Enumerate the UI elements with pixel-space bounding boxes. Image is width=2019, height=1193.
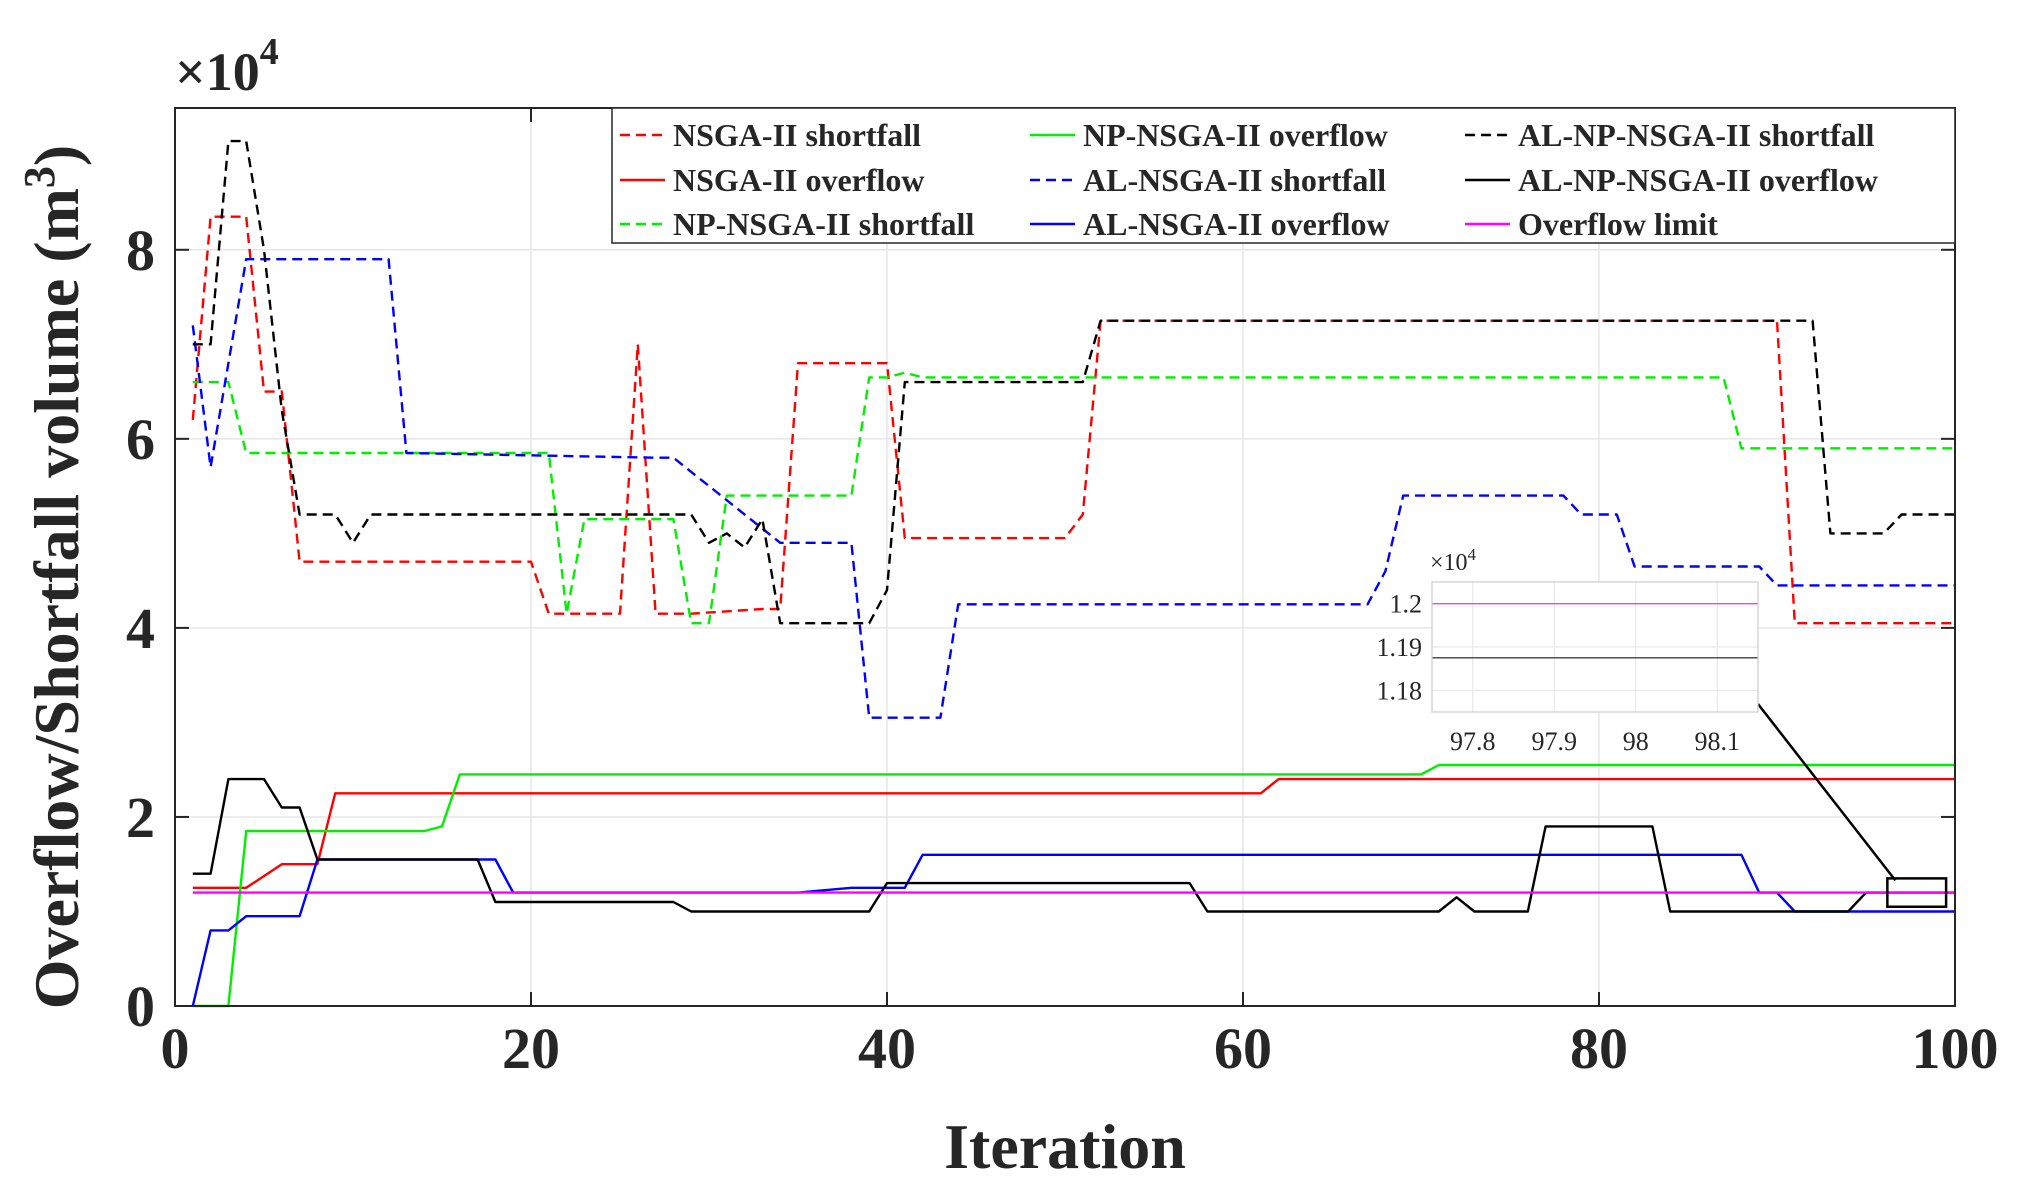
- legend-label-4: AL-NSGA-II shortfall: [1083, 162, 1386, 198]
- inset-x-tick-label: 98: [1623, 727, 1649, 756]
- y-tick-label: 2: [126, 785, 155, 850]
- y-axis-label-close: ): [21, 145, 92, 166]
- inset-y-tick-label: 1.18: [1377, 676, 1423, 705]
- x-tick-label: 100: [1912, 1016, 1999, 1081]
- series-line-7: [192, 777, 1955, 913]
- legend-label-2: NP-NSGA-II shortfall: [673, 206, 974, 242]
- legend-label-3: NP-NSGA-II overflow: [1083, 117, 1388, 153]
- legend-box: [611, 107, 1956, 244]
- axis-ticks: 0 20 40 60 80 100 0 2 4 6 8: [126, 108, 1999, 1081]
- zoom-connector-line: [1757, 703, 1897, 882]
- y-tick-label: 4: [126, 596, 155, 661]
- x-tick-label: 60: [1214, 1016, 1272, 1081]
- inset-exponent-label: ×104: [1430, 545, 1477, 576]
- series-line-6: [192, 139, 1955, 625]
- legend-label-0: NSGA-II shortfall: [673, 117, 921, 153]
- zoom-box: [1886, 877, 1948, 908]
- series-line-1: [192, 777, 1955, 889]
- y-exponent-power: 4: [260, 31, 279, 73]
- x-tick-label: 0: [161, 1016, 190, 1081]
- series-line-2: [192, 371, 1955, 625]
- inset-y-tick-label: 1.2: [1390, 590, 1423, 619]
- x-axis-label: Iteration: [944, 1111, 1186, 1182]
- series-line-4: [191, 258, 1955, 719]
- y-exponent-base: ×10: [175, 42, 260, 102]
- y-axis-label-superscript: 3: [15, 166, 64, 188]
- y-exponent-label: ×104: [175, 31, 279, 102]
- inset-x-tick-label: 97.9: [1532, 727, 1578, 756]
- inset-x-tick-label: 97.8: [1450, 727, 1496, 756]
- zoom-indicator: [1757, 703, 1948, 908]
- y-axis-label-main: Overflow/Shortfall volume (m: [21, 188, 92, 1009]
- y-tick-label: 0: [126, 974, 155, 1039]
- x-tick-label: 20: [502, 1016, 560, 1081]
- legend-label-5: AL-NSGA-II overflow: [1083, 206, 1390, 242]
- x-tick-label: 40: [858, 1016, 916, 1081]
- inset-exponent-power: 4: [1468, 545, 1477, 564]
- y-axis-label: Overflow/Shortfall volume (m3): [15, 145, 92, 1010]
- x-tick-label: 80: [1570, 1016, 1628, 1081]
- y-tick-label: 6: [126, 407, 155, 472]
- inset-y-tick-label: 1.19: [1377, 633, 1423, 662]
- legend-label-6: AL-NP-NSGA-II shortfall: [1518, 117, 1875, 153]
- legend: NSGA-II shortfall NSGA-II overflow NP-NSGA…: [611, 107, 1956, 244]
- legend-label-1: NSGA-II overflow: [673, 162, 925, 198]
- inset-plot: 97.8 97.9 98 98.11.181.191.2×104: [1377, 545, 1759, 756]
- y-tick-label: 8: [126, 218, 155, 283]
- inset-frame: [1431, 581, 1759, 713]
- inset-exponent-base: ×10: [1430, 550, 1468, 576]
- legend-label-8: Overflow limit: [1518, 206, 1718, 242]
- series-line-0: [191, 215, 1955, 625]
- legend-label-7: AL-NP-NSGA-II overflow: [1518, 162, 1878, 198]
- inset-x-tick-label: 98.1: [1695, 727, 1741, 756]
